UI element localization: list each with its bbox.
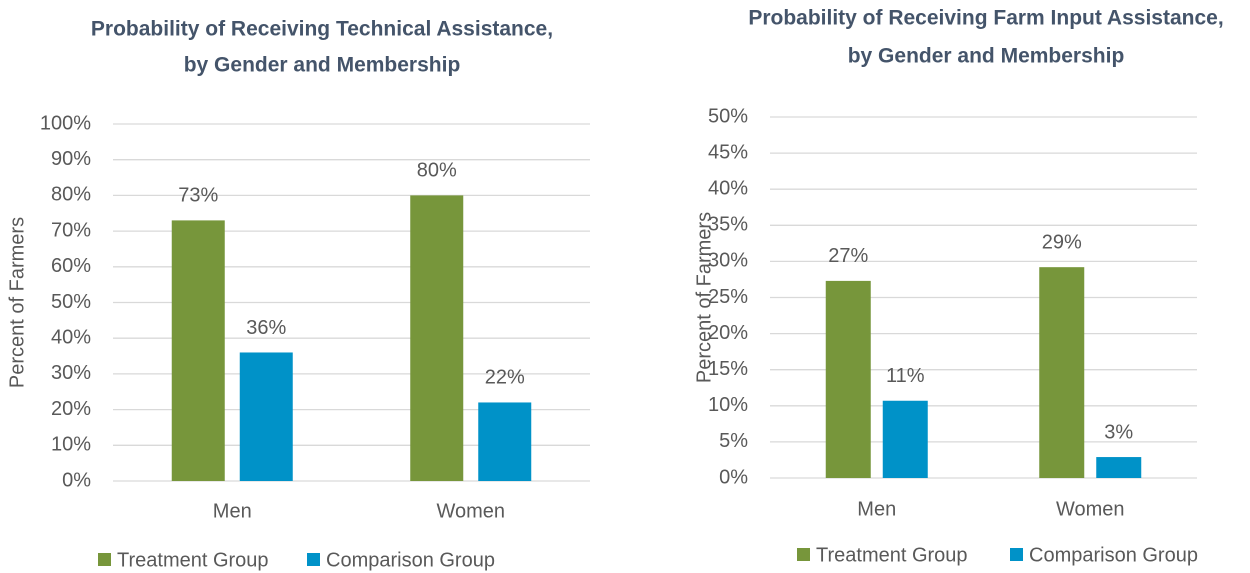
legend-swatch: [307, 553, 320, 566]
value-label: 73%: [178, 185, 218, 207]
y-tick-label: 20%: [708, 322, 748, 344]
y-tick-label: 10%: [708, 394, 748, 416]
chart-title: by Gender and Membership: [184, 54, 461, 77]
y-axis-label: Percent of Farmers: [6, 217, 28, 388]
y-tick-label: 5%: [719, 430, 748, 452]
y-tick-label: 40%: [51, 326, 91, 348]
bar: [882, 400, 928, 478]
y-tick-label: 30%: [51, 362, 91, 384]
y-tick-label: 50%: [51, 291, 91, 313]
bar: [239, 352, 293, 481]
chart-title: by Gender and Membership: [848, 45, 1125, 68]
y-tick-label: 70%: [51, 219, 91, 241]
value-label: 27%: [828, 245, 868, 267]
value-label: 22%: [485, 367, 525, 389]
y-tick-label: 35%: [708, 214, 748, 236]
legend-swatch: [1010, 548, 1023, 561]
y-tick-label: 40%: [708, 177, 748, 199]
value-label: 3%: [1104, 421, 1133, 443]
legend-swatch: [797, 548, 810, 561]
bar: [1096, 457, 1142, 478]
y-tick-label: 30%: [708, 250, 748, 272]
y-tick-label: 50%: [708, 105, 748, 127]
y-tick-label: 0%: [719, 466, 748, 488]
y-tick-label: 15%: [708, 358, 748, 380]
y-tick-label: 90%: [51, 148, 91, 170]
value-label: 36%: [246, 317, 286, 339]
y-tick-label: 100%: [40, 112, 91, 134]
bar: [410, 195, 464, 481]
y-tick-label: 10%: [51, 434, 91, 456]
x-tick-label: Men: [213, 500, 252, 522]
x-tick-label: Men: [857, 498, 896, 520]
legend-swatch: [98, 553, 111, 566]
value-label: 29%: [1042, 231, 1082, 253]
y-tick-label: 45%: [708, 141, 748, 163]
y-tick-label: 80%: [51, 184, 91, 206]
y-tick-label: 25%: [708, 286, 748, 308]
legend-label: Comparison Group: [1029, 544, 1198, 566]
y-tick-label: 0%: [62, 469, 91, 491]
value-label: 80%: [417, 160, 457, 182]
y-tick-label: 60%: [51, 255, 91, 277]
chart-title: Probability of Receiving Farm Input Assi…: [748, 7, 1223, 30]
x-tick-label: Women: [1056, 498, 1125, 520]
y-tick-label: 20%: [51, 398, 91, 420]
bar: [825, 280, 871, 478]
chart-title: Probability of Receiving Technical Assis…: [91, 18, 553, 41]
bar: [171, 220, 225, 481]
legend-label: Comparison Group: [326, 549, 495, 571]
bar: [1039, 267, 1085, 478]
bar: [478, 402, 532, 481]
value-label: 11%: [886, 365, 925, 387]
y-axis-label: Percent of Farmers: [693, 212, 715, 383]
legend-label: Treatment Group: [816, 544, 968, 566]
x-tick-label: Women: [436, 500, 505, 522]
legend-label: Treatment Group: [117, 549, 269, 571]
